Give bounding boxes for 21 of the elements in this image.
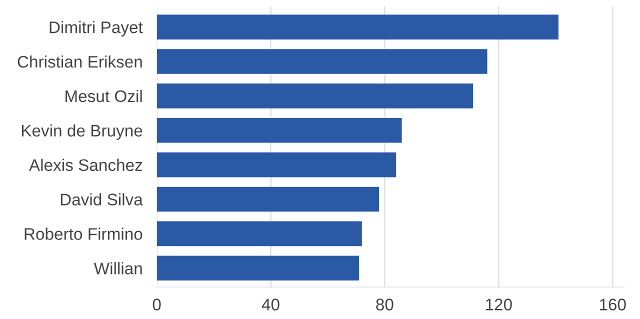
y-tick-label: Alexis Sanchez — [29, 158, 142, 172]
y-tick-label: Kevin de Bruyne — [22, 124, 142, 140]
bar — [156, 84, 474, 108]
x-tick-label: 120 — [486, 298, 512, 310]
x-tick-label: 160 — [600, 298, 626, 310]
bar — [156, 118, 402, 143]
bar — [156, 49, 488, 74]
x-tick-label: 40 — [262, 298, 280, 310]
bar — [156, 152, 396, 178]
bar — [156, 256, 360, 281]
y-tick-label: Dimitri Payet — [50, 21, 143, 37]
x-tick-label: 80 — [376, 298, 394, 310]
y-tick-label: Roberto Firmino — [24, 228, 142, 240]
bar — [156, 221, 362, 246]
y-tick-label: Mesut Ozil — [66, 90, 142, 102]
bar — [156, 186, 380, 212]
x-tick-label: 0 — [152, 298, 161, 310]
y-tick-label: David Silva — [60, 193, 143, 206]
y-tick-label: Christian Eriksen — [18, 55, 142, 68]
bar — [156, 14, 558, 40]
y-tick-label: Willian — [94, 262, 142, 274]
